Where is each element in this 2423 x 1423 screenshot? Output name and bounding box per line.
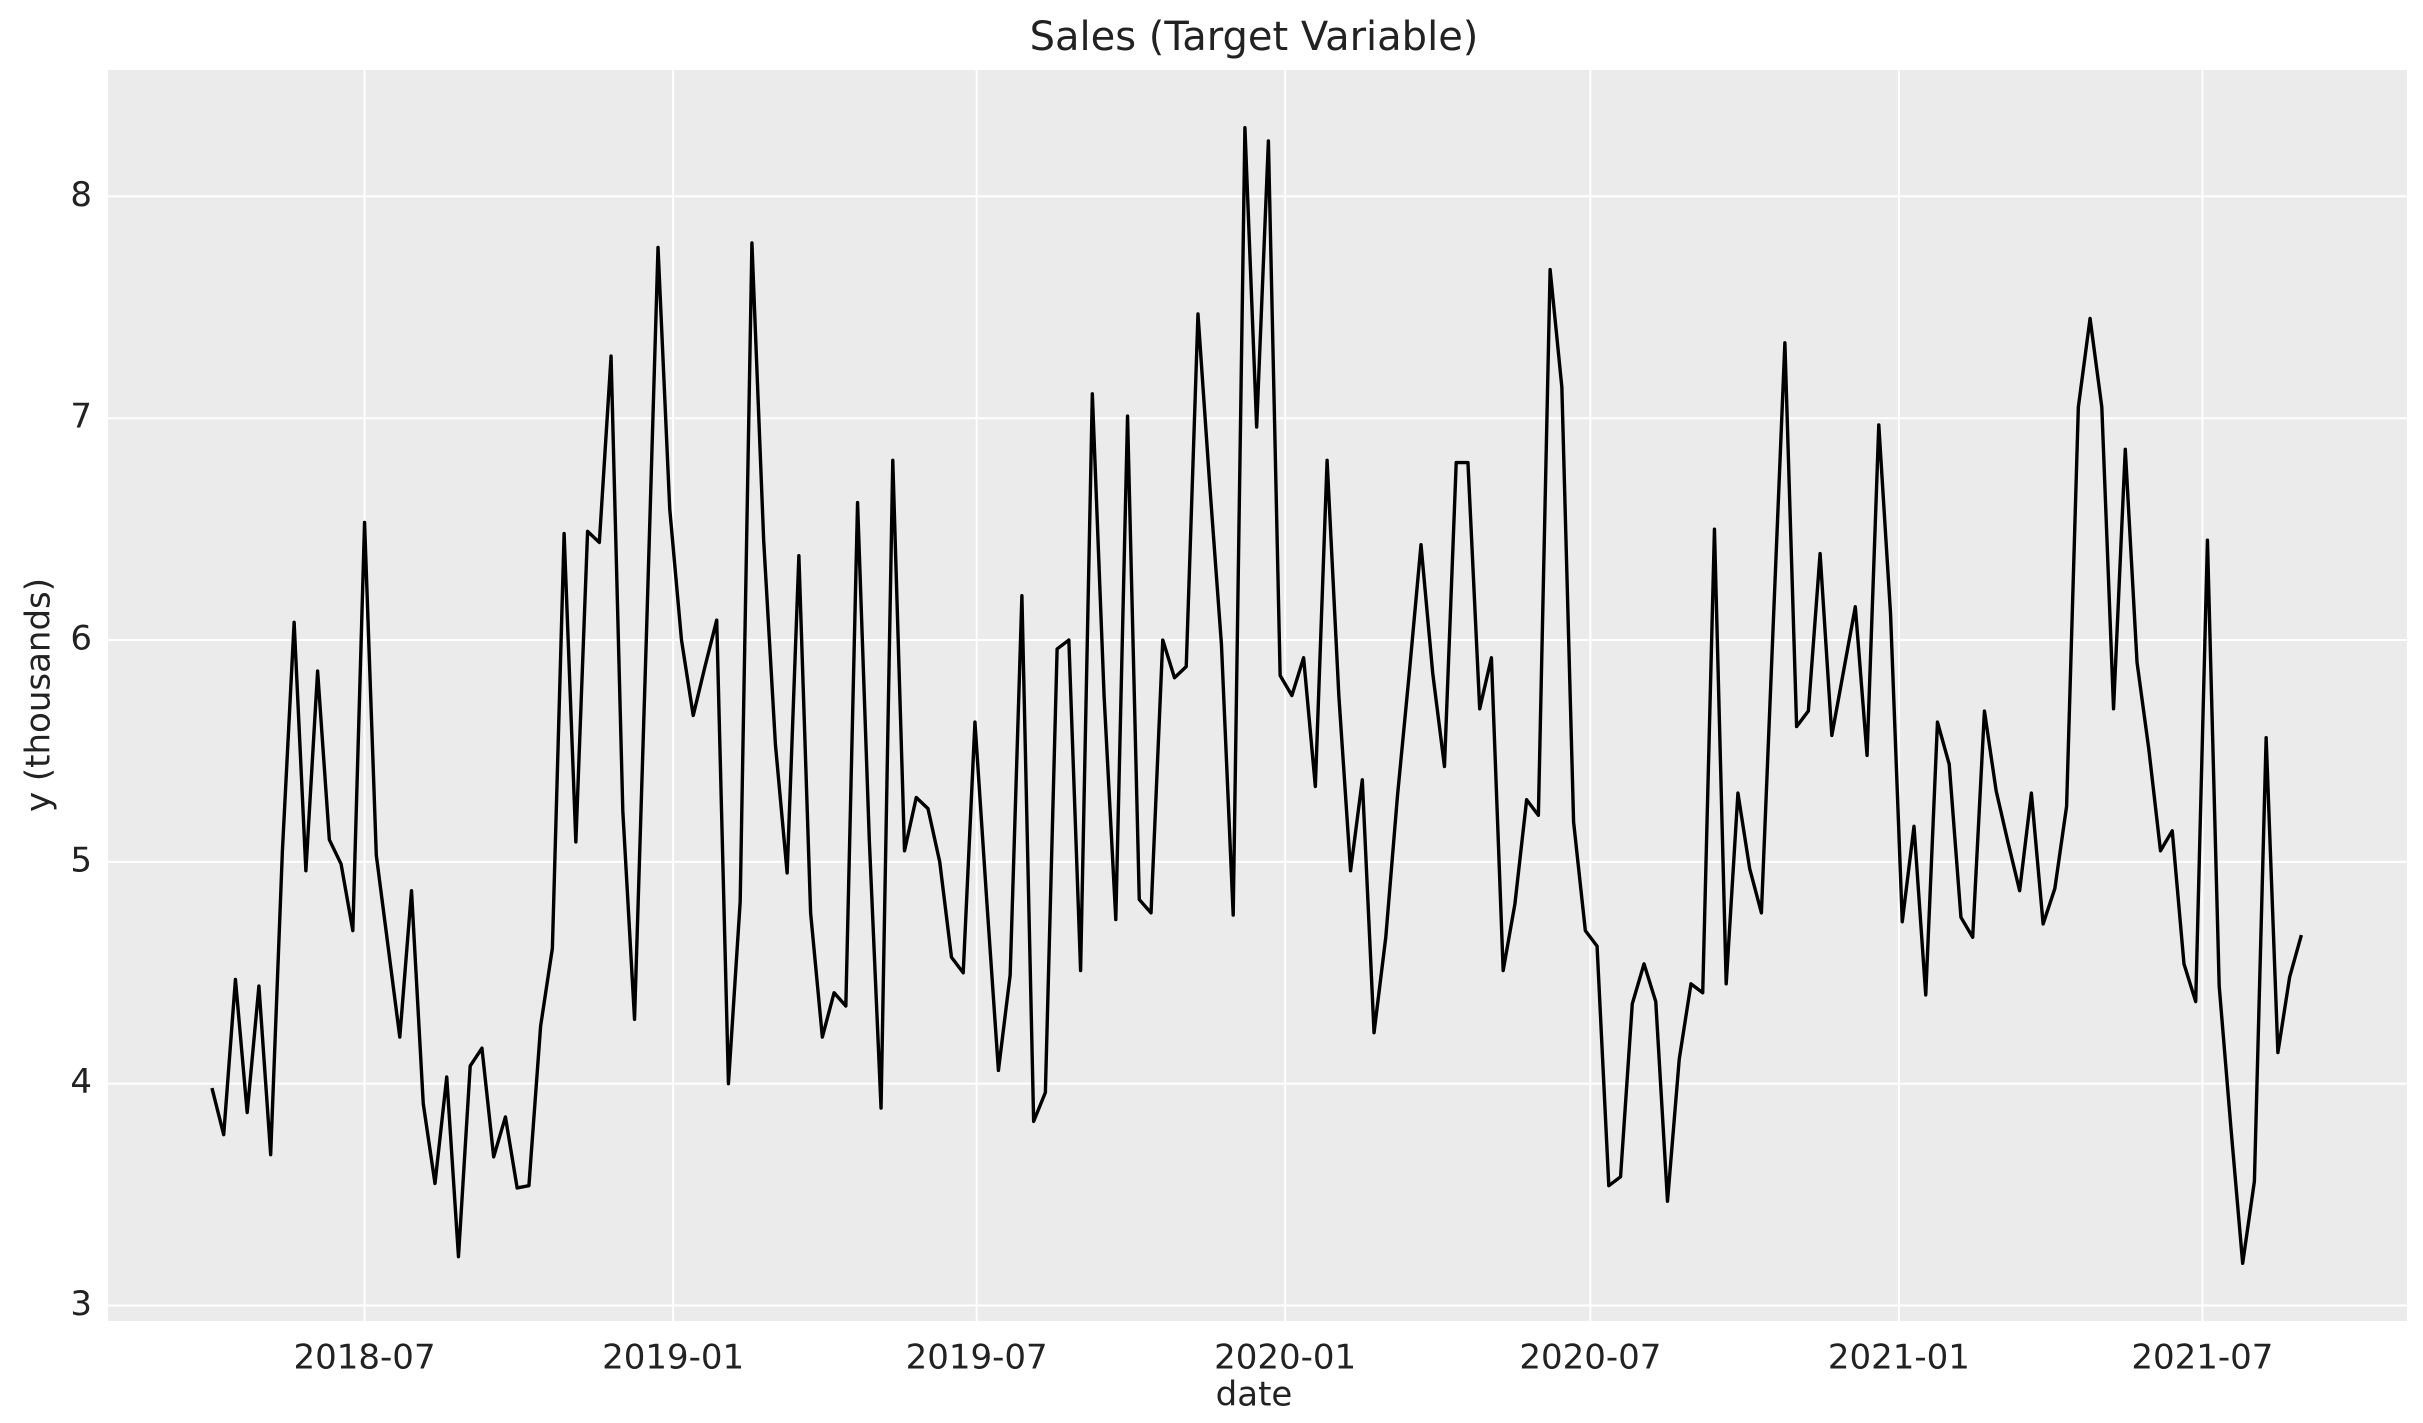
- plot-background: [108, 70, 2407, 1321]
- y-tick-label: 6: [70, 619, 92, 659]
- x-tick-label: 2020-01: [1214, 1338, 1356, 1378]
- y-tick-label: 7: [70, 397, 92, 437]
- x-axis-label: date: [1216, 1375, 1293, 1415]
- y-tick-label: 4: [70, 1062, 92, 1102]
- data-line: [210, 125, 2303, 1266]
- y-tick-label: 5: [70, 840, 92, 880]
- y-axis-label: y (thousands): [19, 578, 59, 812]
- y-tick-label: 3: [70, 1284, 92, 1324]
- x-tick-label: 2019-01: [602, 1338, 744, 1378]
- x-tick-label: 2019-07: [906, 1338, 1048, 1378]
- x-tick-label: 2020-07: [1519, 1338, 1661, 1378]
- x-tick-label: 2021-01: [1828, 1338, 1970, 1378]
- y-tick-label: 8: [70, 175, 92, 215]
- chart-title: Sales (Target Variable): [1030, 14, 1479, 60]
- x-tick-label: 2018-07: [294, 1338, 436, 1378]
- x-tick-label: 2021-07: [2131, 1338, 2273, 1378]
